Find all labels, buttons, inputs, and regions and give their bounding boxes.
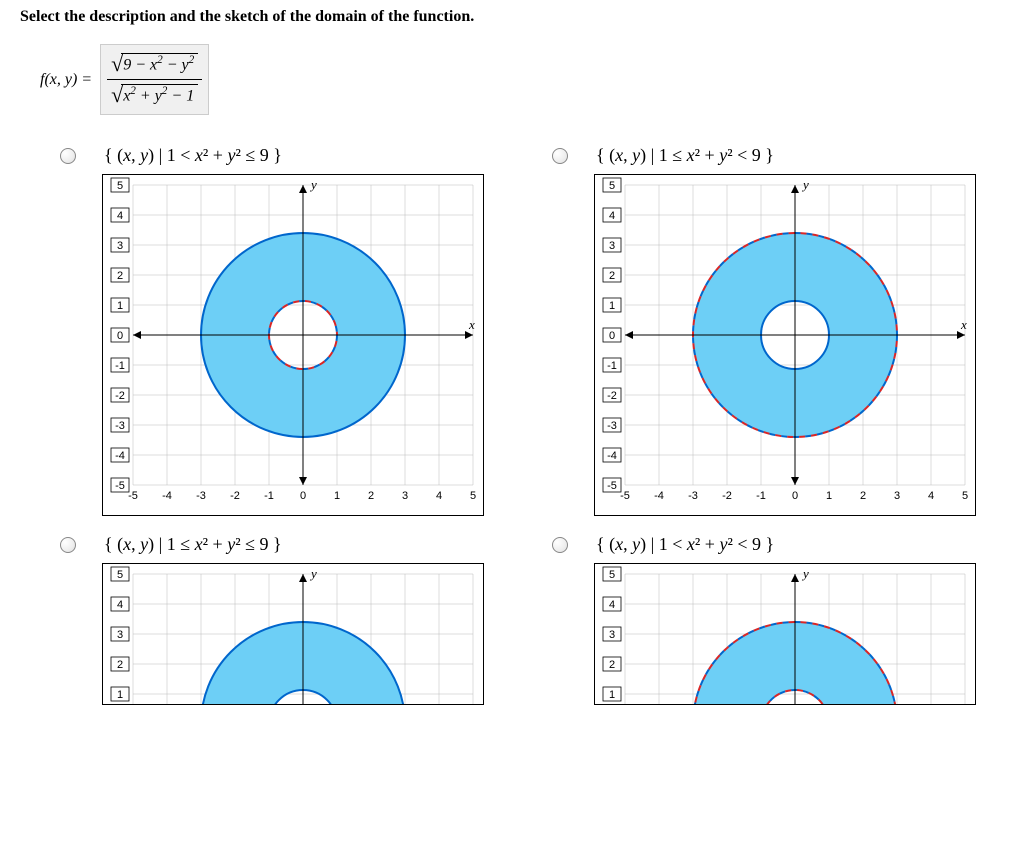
- svg-text:4: 4: [928, 490, 934, 502]
- func-lhs: f(x, y) =: [40, 71, 92, 89]
- function-definition: f(x, y) = 9 − x2 − y2 x2 + y2 − 1: [40, 44, 1004, 115]
- svg-text:2: 2: [609, 659, 615, 671]
- option-2: { (x, y) | 1 ≤ x² + y² < 9 } -5 -4 -3 -2 -1 0 1…: [552, 145, 1004, 516]
- svg-text:x: x: [960, 317, 967, 332]
- num-part-b: − y: [163, 57, 189, 74]
- svg-text:4: 4: [436, 490, 442, 502]
- option-label-1: { (x, y) | 1 < x² + y² ≤ 9 }: [104, 145, 282, 166]
- svg-text:3: 3: [894, 490, 900, 502]
- options-grid: { (x, y) | 1 < x² + y² ≤ 9 } -5 -4 -3 -2 -1 0 1…: [60, 145, 1004, 705]
- graph-wrap-2: -5 -4 -3 -2 -1 0 1 2 3 4 5 -5 -4 -3 -2 -1 0 1 2 3 4 5 y x: [594, 174, 1004, 516]
- svg-text:2: 2: [117, 659, 123, 671]
- svg-text:3: 3: [117, 240, 123, 252]
- svg-text:-2: -2: [230, 490, 240, 502]
- svg-text:-2: -2: [115, 390, 125, 402]
- option-label-4: { (x, y) | 1 < x² + y² < 9 }: [596, 534, 774, 555]
- svg-text:-2: -2: [607, 390, 617, 402]
- radio-option-3[interactable]: [60, 537, 76, 553]
- graph-wrap-1: -5 -4 -3 -2 -1 0 1 2 3 4 5 -5 -4 -3 -2 -1 0 1 2 3 4 5 y x: [102, 174, 512, 516]
- option-label-2: { (x, y) | 1 ≤ x² + y² < 9 }: [596, 145, 774, 166]
- svg-text:5: 5: [609, 569, 615, 581]
- svg-text:3: 3: [117, 629, 123, 641]
- svg-text:y: y: [309, 566, 317, 581]
- question-prompt: Select the description and the sketch of…: [20, 8, 1004, 26]
- radio-option-2[interactable]: [552, 148, 568, 164]
- svg-text:0: 0: [300, 490, 306, 502]
- svg-text:-2: -2: [722, 490, 732, 502]
- domain-graph: 12345yx: [594, 563, 976, 705]
- svg-text:4: 4: [117, 210, 123, 222]
- fraction: 9 − x2 − y2 x2 + y2 − 1: [100, 44, 209, 115]
- svg-text:3: 3: [609, 240, 615, 252]
- svg-text:4: 4: [609, 210, 615, 222]
- svg-text:-4: -4: [607, 450, 617, 462]
- domain-graph: -5 -4 -3 -2 -1 0 1 2 3 4 5 -5 -4 -3 -2 -1 0 1 2 3 4 5 y x: [102, 174, 484, 516]
- svg-text:1: 1: [117, 689, 123, 701]
- svg-text:5: 5: [470, 490, 476, 502]
- exp: 2: [189, 54, 195, 66]
- svg-text:-1: -1: [264, 490, 274, 502]
- svg-text:4: 4: [609, 599, 615, 611]
- svg-text:1: 1: [826, 490, 832, 502]
- svg-text:-5: -5: [620, 490, 630, 502]
- option-1: { (x, y) | 1 < x² + y² ≤ 9 } -5 -4 -3 -2 -1 0 1…: [60, 145, 512, 516]
- graph-wrap-3: 12345yx: [102, 563, 512, 705]
- svg-text:-5: -5: [115, 480, 125, 492]
- option-3: { (x, y) | 1 ≤ x² + y² ≤ 9 }12345yx: [60, 534, 512, 705]
- svg-text:-5: -5: [607, 480, 617, 492]
- svg-text:-3: -3: [196, 490, 206, 502]
- svg-text:y: y: [801, 177, 809, 192]
- graph-wrap-4: 12345yx: [594, 563, 1004, 705]
- svg-text:3: 3: [609, 629, 615, 641]
- svg-text:x: x: [468, 317, 475, 332]
- svg-text:-4: -4: [115, 450, 125, 462]
- svg-text:2: 2: [117, 270, 123, 282]
- svg-text:-3: -3: [688, 490, 698, 502]
- svg-text:-3: -3: [115, 420, 125, 432]
- num-part-a: 9 − x: [123, 57, 157, 74]
- svg-text:2: 2: [609, 270, 615, 282]
- svg-text:1: 1: [334, 490, 340, 502]
- svg-text:-1: -1: [756, 490, 766, 502]
- svg-text:4: 4: [117, 599, 123, 611]
- svg-text:5: 5: [962, 490, 968, 502]
- svg-text:1: 1: [117, 300, 123, 312]
- svg-text:-4: -4: [162, 490, 172, 502]
- svg-text:-5: -5: [128, 490, 138, 502]
- svg-text:5: 5: [609, 180, 615, 192]
- svg-text:0: 0: [117, 330, 123, 342]
- svg-text:5: 5: [117, 180, 123, 192]
- den-part-c: − 1: [167, 88, 194, 105]
- option-label-3: { (x, y) | 1 ≤ x² + y² ≤ 9 }: [104, 534, 282, 555]
- svg-text:0: 0: [609, 330, 615, 342]
- svg-text:y: y: [309, 177, 317, 192]
- svg-text:-1: -1: [607, 360, 617, 372]
- svg-text:3: 3: [402, 490, 408, 502]
- svg-text:5: 5: [117, 569, 123, 581]
- svg-text:1: 1: [609, 300, 615, 312]
- radio-option-1[interactable]: [60, 148, 76, 164]
- domain-graph: -5 -4 -3 -2 -1 0 1 2 3 4 5 -5 -4 -3 -2 -1 0 1 2 3 4 5 y x: [594, 174, 976, 516]
- domain-graph: 12345yx: [102, 563, 484, 705]
- svg-text:-3: -3: [607, 420, 617, 432]
- svg-text:1: 1: [609, 689, 615, 701]
- svg-text:2: 2: [368, 490, 374, 502]
- svg-text:-4: -4: [654, 490, 664, 502]
- den-part-b: + y: [136, 88, 162, 105]
- svg-text:-1: -1: [115, 360, 125, 372]
- option-4: { (x, y) | 1 < x² + y² < 9 }12345yx: [552, 534, 1004, 705]
- svg-text:0: 0: [792, 490, 798, 502]
- svg-text:2: 2: [860, 490, 866, 502]
- svg-text:y: y: [801, 566, 809, 581]
- radio-option-4[interactable]: [552, 537, 568, 553]
